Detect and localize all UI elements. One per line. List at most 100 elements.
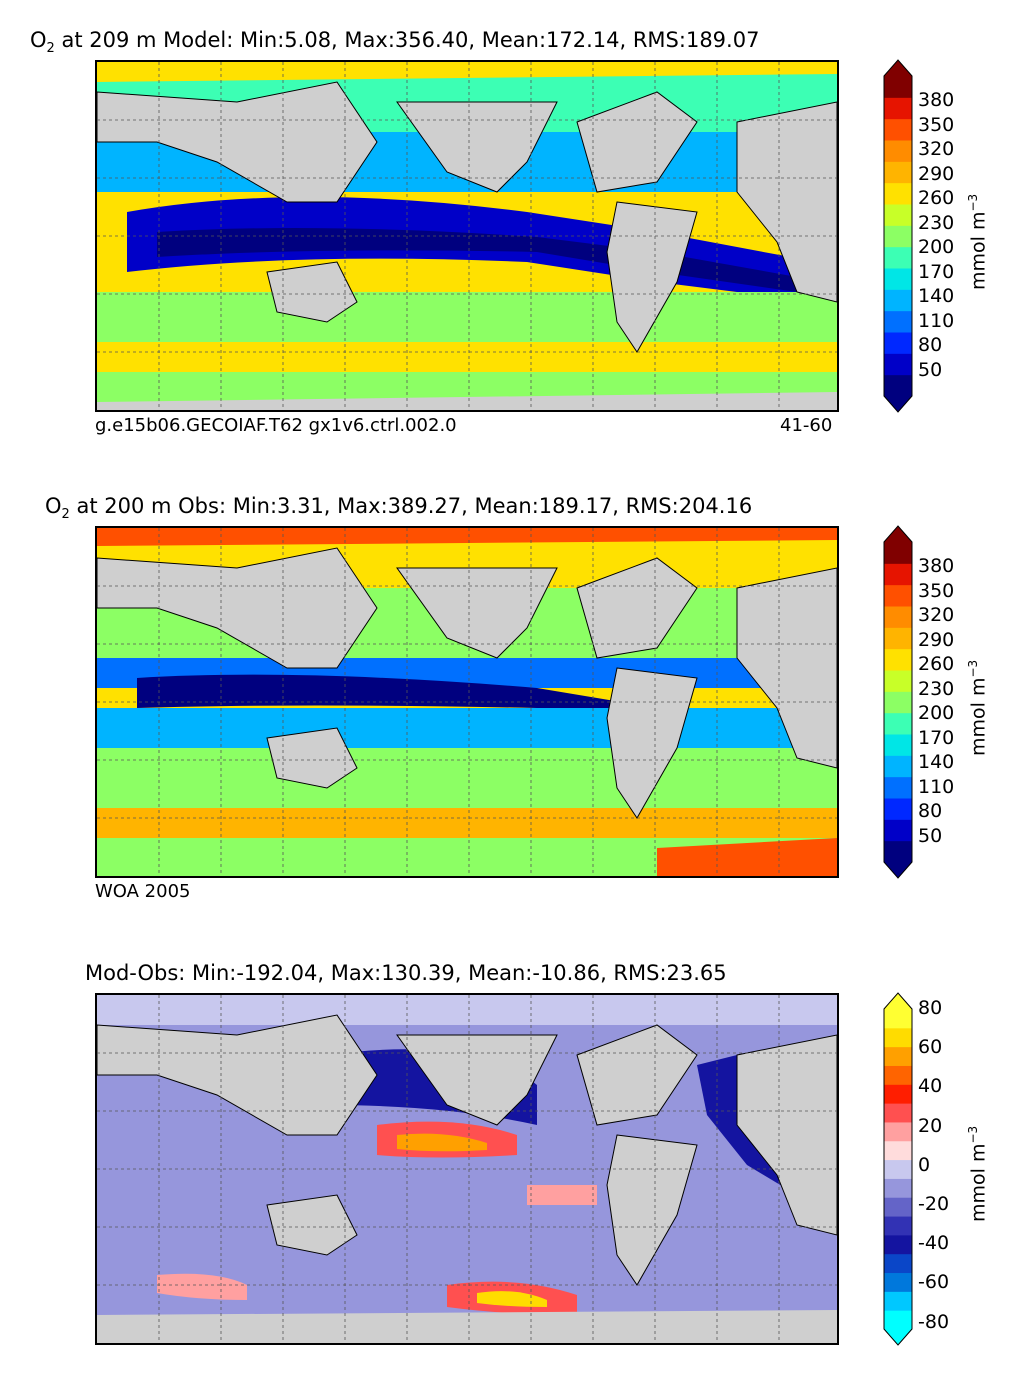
colorbar-tick-label: 20 [918, 1114, 943, 1137]
panel3-unit-sup: −3 [966, 1125, 980, 1144]
colorbar-segment [884, 268, 912, 290]
colorbar-segment [884, 161, 912, 184]
panel1-map-svg [97, 62, 837, 410]
colorbar-tick-label: 380 [918, 555, 955, 577]
colorbar-segment [884, 97, 912, 120]
colorbar-segment [884, 140, 912, 162]
panel2-map-svg [97, 528, 837, 876]
panel1-unit-sup: −3 [966, 193, 980, 212]
colorbar-segment [884, 755, 912, 778]
panel2-map [95, 526, 839, 878]
colorbar-segment [884, 606, 912, 628]
panel1-colorbar [883, 59, 913, 413]
colorbar-segment [884, 819, 912, 842]
colorbar-extend-low [884, 862, 912, 878]
colorbar-segment [884, 118, 912, 141]
panel1-unit-main: mmol m [967, 211, 990, 290]
panel1-title-rest: at 209 m Model: Min:5.08, Max:356.40, Me… [54, 28, 760, 52]
panel3-colorbar-svg [883, 992, 913, 1346]
colorbar-tick-label: 290 [918, 628, 955, 651]
colorbar-tick-label: 380 [918, 89, 955, 111]
colorbar-segment [884, 1009, 912, 1029]
panel3-title-text: Mod-Obs: Min:-192.04, Max:130.39, Mean:-… [85, 961, 727, 985]
colorbar-tick-label: 230 [918, 677, 955, 700]
colorbar-segment [884, 563, 912, 586]
panel2-colorbar-unit: mmol m−3 [966, 660, 989, 756]
colorbar-segment [884, 1159, 912, 1179]
colorbar-segment [884, 840, 912, 863]
panel1-title: O2 at 209 m Model: Min:5.08, Max:356.40,… [30, 28, 759, 56]
panel3-unit-main: mmol m [967, 1143, 990, 1222]
panel1-caption-right: 41-60 [780, 415, 833, 436]
colorbar-tick-label: 110 [918, 309, 955, 332]
colorbar-segment [884, 1216, 912, 1236]
colorbar-tick-label: 60 [918, 1036, 943, 1059]
colorbar-segment [884, 332, 912, 354]
colorbar-tick-label: 80 [918, 997, 943, 1019]
colorbar-tick-label: -20 [918, 1193, 950, 1215]
colorbar-segment [884, 1046, 912, 1066]
colorbar-extend-low [884, 1329, 912, 1345]
panel2-caption-left: WOA 2005 [95, 881, 191, 902]
colorbar-tick-label: 0 [918, 1153, 931, 1176]
panel1-caption-left: g.e15b06.GECOIAF.T62 gx1v6.ctrl.002.0 [95, 415, 457, 436]
colorbar-segment [884, 542, 912, 564]
panel3-colorbar-unit: mmol m−3 [966, 1126, 989, 1222]
panel2-unit-main: mmol m [967, 677, 990, 756]
colorbar-tick-label: 140 [918, 285, 955, 307]
colorbar-segment [884, 691, 912, 714]
colorbar-segment [884, 584, 912, 607]
colorbar-segment [884, 1027, 912, 1048]
colorbar-segment [884, 204, 912, 226]
colorbar-tick-label: 40 [918, 1075, 943, 1098]
panel3-colorbar [883, 992, 913, 1346]
colorbar-tick-label: 350 [918, 579, 955, 602]
panel2-title-rest: at 200 m Obs: Min:3.31, Max:389.27, Mean… [69, 494, 753, 518]
colorbar-segment [884, 1310, 912, 1330]
colorbar-segment [884, 712, 912, 735]
colorbar-segment [884, 289, 912, 312]
colorbar-extend-low [884, 396, 912, 412]
colorbar-segment [884, 76, 912, 98]
colorbar-tick-label: 80 [918, 334, 943, 356]
colorbar-segment [884, 1121, 912, 1142]
colorbar-tick-label: 110 [918, 775, 955, 798]
colorbar-segment [884, 776, 912, 799]
colorbar-tick-label: 230 [918, 211, 955, 234]
colorbar-tick-label: 170 [918, 726, 955, 749]
colorbar-tick-label: 320 [918, 604, 955, 626]
colorbar-tick-label: 350 [918, 113, 955, 136]
colorbar-segment [884, 798, 912, 820]
colorbar-segment [884, 1065, 912, 1085]
colorbar-segment [884, 1253, 912, 1274]
colorbar-extend-high [884, 60, 912, 76]
colorbar-segment [884, 1103, 912, 1123]
colorbar-tick-label: 50 [918, 824, 943, 847]
colorbar-segment [884, 310, 912, 333]
colorbar-extend-high [884, 526, 912, 542]
colorbar-segment [884, 353, 912, 376]
colorbar-tick-label: 170 [918, 260, 955, 283]
panel3-title: Mod-Obs: Min:-192.04, Max:130.39, Mean:-… [85, 961, 727, 985]
colorbar-segment [884, 374, 912, 397]
colorbar-segment [884, 648, 912, 671]
panel2-title-sub: 2 [61, 507, 70, 523]
colorbar-extend-high [884, 993, 912, 1009]
panel1-colorbar-svg [883, 59, 913, 413]
colorbar-tick-label: 200 [918, 702, 955, 724]
colorbar-segment [884, 225, 912, 248]
colorbar-segment [884, 1197, 912, 1217]
colorbar-segment [884, 1234, 912, 1255]
colorbar-segment [884, 182, 912, 205]
panel1-title-sub: 2 [46, 41, 55, 57]
colorbar-tick-label: -60 [918, 1271, 950, 1294]
panel3-map [95, 993, 839, 1345]
colorbar-segment [884, 1084, 912, 1104]
colorbar-segment [884, 734, 912, 756]
colorbar-segment [884, 1178, 912, 1198]
panel1-map [95, 60, 839, 412]
colorbar-segment [884, 670, 912, 692]
colorbar-tick-label: 260 [918, 653, 955, 675]
colorbar-tick-label: 140 [918, 751, 955, 773]
colorbar-tick-label: -80 [918, 1310, 950, 1333]
